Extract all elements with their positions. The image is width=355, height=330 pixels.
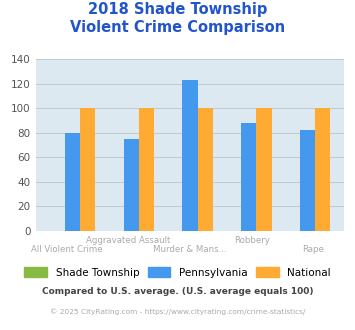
Bar <box>65 133 80 231</box>
Bar <box>315 109 330 231</box>
Bar <box>241 123 256 231</box>
Bar <box>139 109 154 231</box>
Text: Aggravated Assault: Aggravated Assault <box>86 236 170 245</box>
Text: Murder & Mans...: Murder & Mans... <box>153 245 227 254</box>
Text: Compared to U.S. average. (U.S. average equals 100): Compared to U.S. average. (U.S. average … <box>42 286 313 296</box>
Text: Robbery: Robbery <box>234 236 270 245</box>
Text: Rape: Rape <box>302 245 324 254</box>
Bar <box>300 130 315 231</box>
Text: Violent Crime Comparison: Violent Crime Comparison <box>70 20 285 35</box>
Bar <box>198 109 213 231</box>
Bar <box>124 139 139 231</box>
Text: 2018 Shade Township: 2018 Shade Township <box>88 2 267 16</box>
Legend: Shade Township, Pennsylvania, National: Shade Township, Pennsylvania, National <box>21 264 334 281</box>
Bar <box>80 109 95 231</box>
Text: © 2025 CityRating.com - https://www.cityrating.com/crime-statistics/: © 2025 CityRating.com - https://www.city… <box>50 309 305 315</box>
Bar <box>256 109 272 231</box>
Text: All Violent Crime: All Violent Crime <box>31 245 102 254</box>
Bar <box>182 80 198 231</box>
